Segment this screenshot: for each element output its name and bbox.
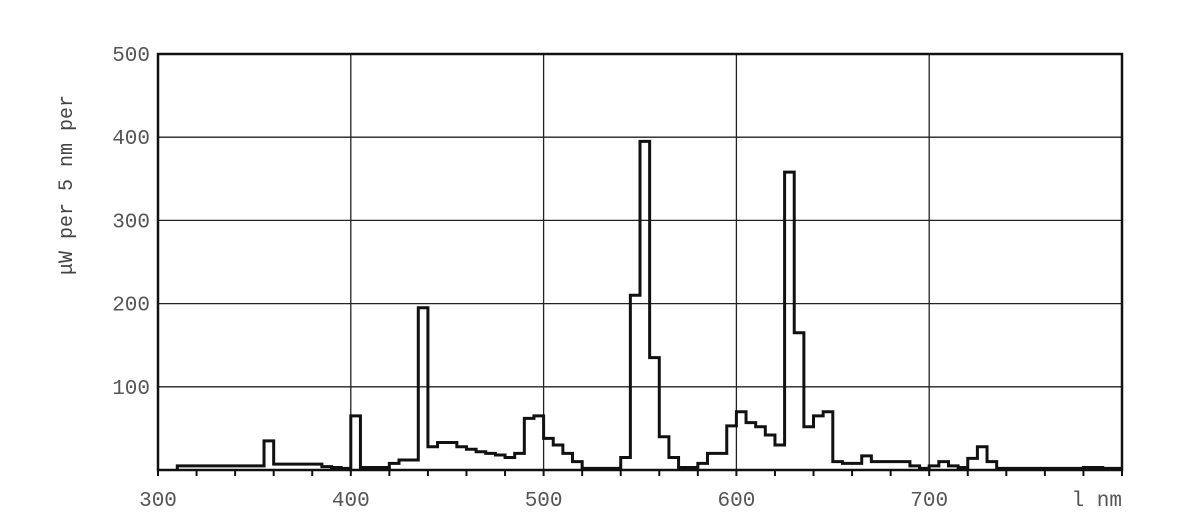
- y-tick-label: 100: [112, 378, 150, 401]
- x-tick-labels: 300 400 500 600 700: [139, 490, 948, 513]
- x-tick-label: 400: [332, 490, 370, 513]
- x-tick-label: 700: [910, 490, 948, 513]
- y-tick-label: 300: [112, 211, 150, 234]
- x-tick-label: 300: [139, 490, 177, 513]
- y-tick-label: 500: [112, 45, 150, 68]
- x-unit-label: l nm: [1072, 490, 1122, 513]
- y-tick-label: 400: [112, 128, 150, 151]
- plot-frame: [156, 52, 1124, 472]
- y-axis-label: μW per 5 nm per: [56, 95, 79, 275]
- y-tick-label: 200: [112, 295, 150, 318]
- y-tick-labels: 100 200 300 400 500: [112, 45, 150, 401]
- spectrum-series-line: [175, 139, 1122, 470]
- x-tick-label: 600: [717, 490, 755, 513]
- x-tick-label: 500: [525, 490, 563, 513]
